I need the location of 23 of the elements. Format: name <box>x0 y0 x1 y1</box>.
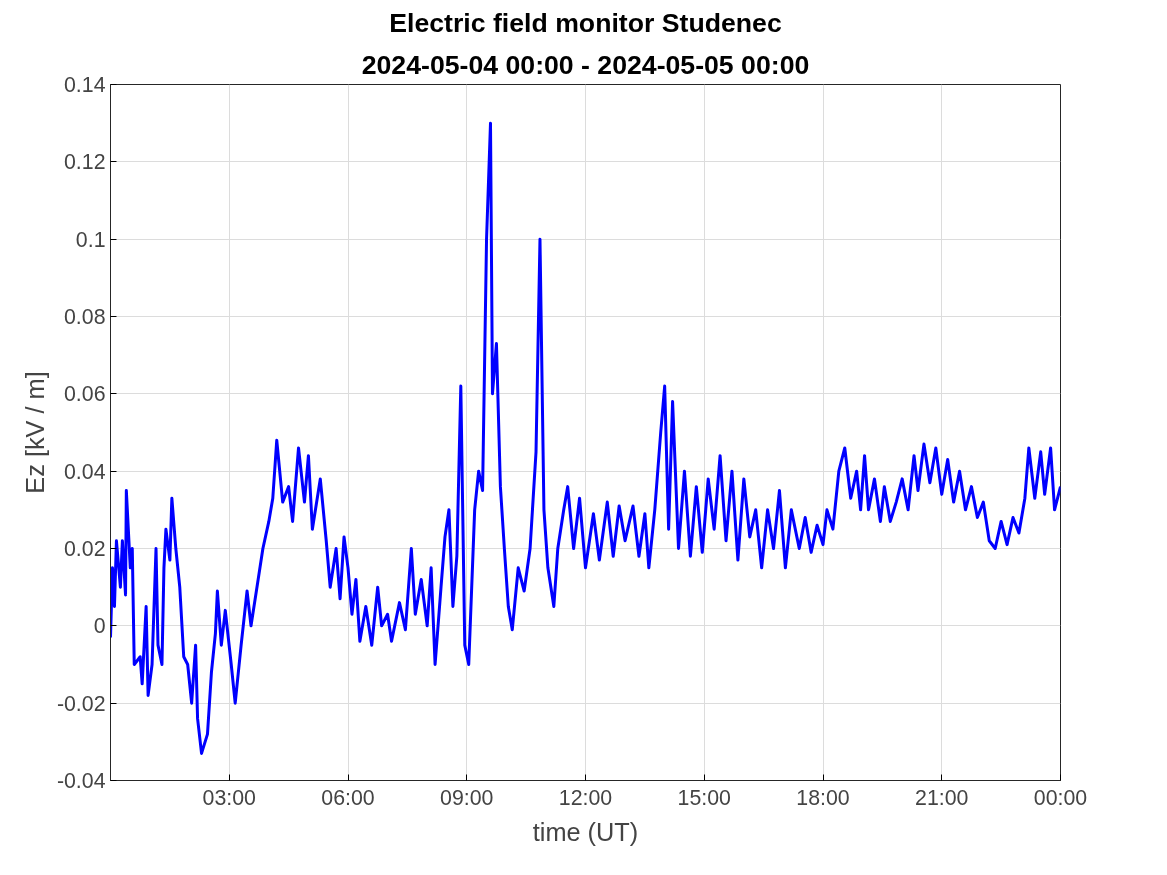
x-tick-label: 15:00 <box>677 785 732 810</box>
x-tick-label: 03:00 <box>202 785 257 810</box>
y-tick-label: 0.1 <box>75 227 106 252</box>
y-tick-label: 0.02 <box>63 537 106 561</box>
y-tick-label: 0 <box>93 614 106 639</box>
x-tick-label: 00:00 <box>1033 785 1088 810</box>
y-tick-label: -0.02 <box>56 691 106 716</box>
chart-subtitle: 2024-05-04 00:00 - 2024-05-05 00:00 <box>361 49 810 80</box>
y-tick-label: 0.08 <box>63 305 106 329</box>
x-axis-title: time (UT) <box>532 817 639 846</box>
y-tick-label: 0.14 <box>63 73 106 97</box>
chart-title: Electric field monitor Studenec <box>389 7 782 38</box>
y-tick-label: 0.12 <box>63 150 106 175</box>
x-tick-label: 18:00 <box>796 785 850 810</box>
x-tick-label: 12:00 <box>558 785 613 810</box>
y-axis-title: Ez [kV / m] <box>20 371 49 494</box>
x-tick-label: 06:00 <box>321 785 375 810</box>
y-tick-label: -0.04 <box>56 769 106 793</box>
x-tick-label: 21:00 <box>915 785 969 810</box>
line-series <box>110 121 1061 755</box>
x-tick-label: 09:00 <box>440 785 494 810</box>
y-tick-label: 0.04 <box>63 459 106 484</box>
y-tick-label: 0.06 <box>63 382 106 407</box>
